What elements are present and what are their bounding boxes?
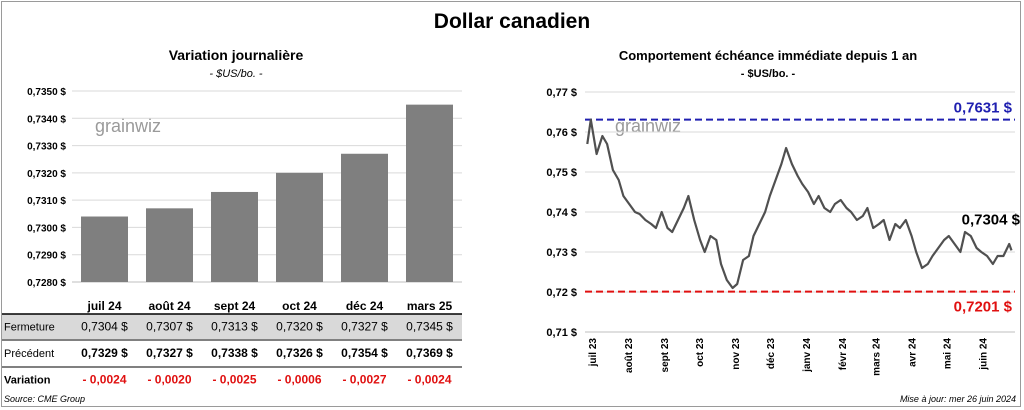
table-cell: 0,7354 $ — [341, 346, 388, 360]
table-cell: 0,7327 $ — [146, 346, 193, 360]
left-x-tick-label: déc 24 — [346, 299, 384, 313]
update-note: Mise à jour: mer 26 juin 2024 — [899, 394, 1016, 404]
left-y-tick-label: 0,7320 $ — [27, 169, 66, 180]
left-bars — [81, 104, 453, 283]
right-y-tick-label: 0,72 $ — [546, 287, 577, 299]
right-x-tick-label: juin 24 — [978, 338, 989, 371]
daily-variation-chart: Variation journalière - $US/bo. - grainw… — [2, 47, 462, 387]
table-cell: 0,7327 $ — [341, 320, 388, 334]
right-x-tick-label: janv 24 — [802, 338, 813, 373]
grainwiz-watermark: grainwiz — [95, 116, 161, 136]
right-y-tick-label: 0,76 $ — [546, 127, 577, 139]
right-x-tick-label: juil 23 — [588, 338, 599, 368]
right-x-tick-label: sept 23 — [660, 338, 671, 373]
right-x-tick-label: févr 24 — [838, 338, 849, 371]
left-x-tick-label: sept 24 — [214, 299, 256, 313]
left-gridlines — [72, 90, 462, 283]
bar-3 — [276, 172, 323, 282]
high-value-label: 0,7631 $ — [954, 100, 1013, 117]
left-y-tick-label: 0,7300 $ — [27, 223, 66, 234]
source-note: Source: CME Group — [4, 394, 86, 404]
left-x-tick-label: oct 24 — [282, 299, 317, 313]
front-month-chart: Comportement échéance immédiate depuis 1… — [546, 48, 1020, 376]
left-y-tick-labels: 0,7280 $ 0,7290 $ 0,7300 $ 0,7310 $ 0,7320 $… — [27, 87, 66, 289]
table-row-label: Fermeture — [4, 322, 55, 334]
left-x-tick-label: mars 25 — [407, 299, 453, 313]
table-cell: 0,7329 $ — [81, 346, 128, 360]
table-cell: 0,7369 $ — [406, 346, 453, 360]
right-y-tick-label: 0,74 $ — [546, 207, 577, 219]
right-y-tick-label: 0,71 $ — [546, 327, 577, 339]
table-cell: - 0,0006 — [277, 373, 321, 387]
right-x-tick-label: mai 24 — [942, 338, 953, 370]
table-cell: - 0,0024 — [82, 373, 126, 387]
last-value-label: 0,7304 $ — [962, 211, 1021, 228]
right-y-tick-labels: 0,71 $ 0,72 $ 0,73 $ 0,74 $ 0,75 $ 0,76 $ 0,77… — [546, 87, 577, 339]
table-cell: 0,7320 $ — [276, 320, 323, 334]
right-x-tick-label: avr 24 — [908, 338, 919, 367]
left-y-tick-label: 0,7340 $ — [27, 114, 66, 125]
low-value-label: 0,7201 $ — [954, 299, 1013, 316]
right-x-tick-label: oct 23 — [695, 338, 706, 367]
table-cell: - 0,0020 — [147, 373, 191, 387]
right-chart-subtitle: - $US/bo. - — [741, 68, 796, 80]
left-x-tick-label: août 24 — [148, 299, 190, 313]
table-row-label: Variation — [4, 375, 51, 387]
reference-labels: 0,7631 $ 0,7201 $ 0,7304 $ — [954, 100, 1021, 316]
table-row-shade — [2, 314, 462, 339]
table-cell: 0,7345 $ — [406, 320, 453, 334]
table-cell: 0,7307 $ — [146, 320, 193, 334]
reference-lines — [585, 118, 1015, 293]
main-title: Dollar canadien — [433, 10, 591, 33]
right-x-tick-label: août 23 — [624, 338, 635, 373]
table-cell: 0,7338 $ — [211, 346, 258, 360]
right-chart-title: Comportement échéance immédiate depuis 1… — [619, 48, 917, 63]
left-y-tick-label: 0,7310 $ — [27, 196, 66, 207]
left-chart-title: Variation journalière — [169, 47, 304, 63]
right-y-tick-label: 0,77 $ — [546, 87, 577, 99]
left-chart-subtitle: - $US/bo. - — [209, 68, 263, 80]
right-x-tick-label: déc 23 — [766, 338, 777, 370]
right-y-tick-label: 0,75 $ — [546, 167, 577, 179]
price-table: Fermeture 0,7304 $ 0,7307 $ 0,7313 $ 0,7320 … — [2, 313, 462, 387]
left-y-tick-label: 0,7330 $ — [27, 142, 66, 153]
right-x-tick-label: mars 24 — [872, 338, 883, 376]
table-cell: 0,7326 $ — [276, 346, 323, 360]
bar-2 — [211, 191, 258, 282]
table-cell: - 0,0025 — [212, 373, 256, 387]
bar-5 — [406, 104, 453, 283]
grainwiz-watermark-right: grainwiz — [615, 116, 681, 136]
bar-0 — [81, 216, 128, 282]
right-x-tick-label: nov 23 — [731, 338, 742, 370]
left-x-tick-label: juil 24 — [86, 299, 121, 313]
left-y-tick-label: 0,7350 $ — [27, 87, 66, 98]
price-series-line — [586, 118, 1013, 290]
right-y-tick-label: 0,73 $ — [546, 247, 577, 259]
right-x-tick-labels: juil 23 août 23 sept 23 oct 23 nov 23 déc 23 j… — [588, 338, 989, 376]
left-y-tick-label: 0,7290 $ — [27, 251, 66, 262]
table-cell: - 0,0024 — [407, 373, 451, 387]
left-y-tick-label: 0,7280 $ — [27, 278, 66, 289]
table-cell: 0,7304 $ — [81, 320, 128, 334]
left-x-tick-labels: juil 24 août 24 sept 24 oct 24 déc 24 mars 25 — [86, 299, 452, 313]
bar-1 — [146, 208, 193, 282]
table-cell: 0,7313 $ — [211, 320, 258, 334]
bar-4 — [341, 153, 388, 282]
table-cell: - 0,0027 — [342, 373, 386, 387]
table-row-label: Précédent — [4, 348, 54, 360]
